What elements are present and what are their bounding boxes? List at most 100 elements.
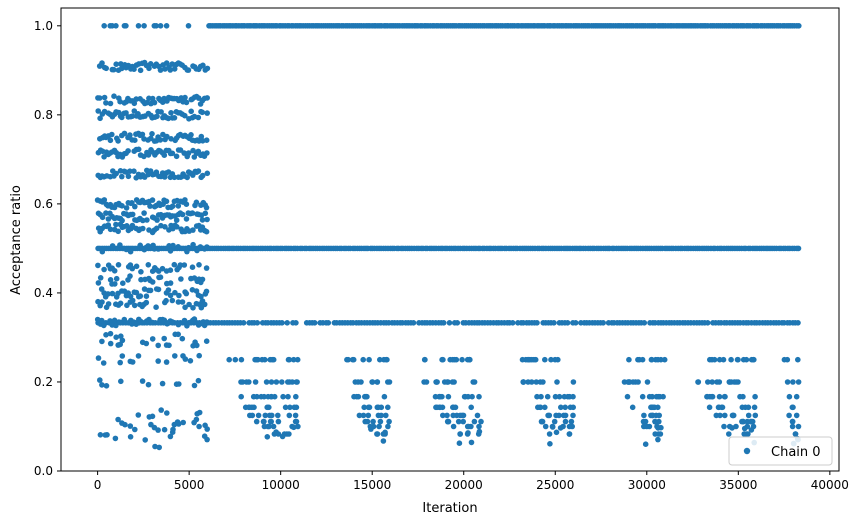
data-point bbox=[157, 23, 164, 29]
data-point bbox=[197, 244, 204, 250]
data-point bbox=[158, 407, 164, 413]
data-point bbox=[171, 174, 178, 181]
data-point bbox=[533, 379, 540, 385]
data-point bbox=[383, 412, 389, 419]
data-point bbox=[600, 320, 606, 326]
data-point bbox=[528, 379, 535, 385]
data-point bbox=[741, 425, 748, 432]
data-point bbox=[121, 316, 128, 323]
data-point bbox=[143, 293, 150, 300]
data-point bbox=[273, 429, 279, 435]
data-point bbox=[141, 23, 147, 29]
data-point bbox=[113, 334, 119, 341]
data-point bbox=[410, 320, 417, 326]
data-point bbox=[447, 356, 454, 363]
data-point bbox=[722, 393, 728, 400]
legend-label-chain-0: Chain 0 bbox=[771, 445, 821, 460]
data-point bbox=[570, 393, 576, 400]
data-point bbox=[345, 356, 352, 363]
data-point bbox=[240, 320, 247, 326]
data-point bbox=[143, 340, 150, 347]
data-point bbox=[153, 225, 160, 232]
data-point bbox=[386, 418, 392, 425]
data-point bbox=[141, 153, 147, 160]
data-point bbox=[465, 430, 471, 436]
data-point bbox=[311, 320, 318, 326]
data-point bbox=[120, 280, 126, 287]
data-point bbox=[129, 200, 135, 206]
data-point bbox=[167, 292, 174, 299]
data-point bbox=[142, 437, 148, 443]
data-point bbox=[198, 133, 205, 140]
data-point bbox=[171, 66, 178, 72]
data-point bbox=[153, 23, 159, 29]
data-point bbox=[202, 422, 208, 429]
data-point bbox=[704, 320, 711, 326]
data-point bbox=[793, 412, 800, 419]
data-point bbox=[151, 424, 158, 431]
data-point bbox=[125, 173, 132, 180]
data-point bbox=[273, 379, 280, 385]
data-point bbox=[135, 353, 142, 359]
data-point bbox=[194, 411, 200, 417]
data-point bbox=[118, 378, 124, 385]
data-point bbox=[135, 412, 142, 418]
data-point bbox=[171, 261, 178, 268]
data-point bbox=[185, 67, 192, 73]
data-point bbox=[183, 216, 190, 222]
data-point bbox=[385, 379, 391, 385]
data-point bbox=[752, 393, 758, 400]
data-point bbox=[196, 262, 202, 268]
data-point bbox=[728, 356, 734, 363]
data-point bbox=[195, 114, 202, 121]
data-point bbox=[201, 433, 208, 440]
data-point bbox=[154, 113, 160, 120]
data-point bbox=[553, 412, 559, 419]
data-point bbox=[137, 67, 144, 74]
data-point bbox=[146, 65, 152, 72]
data-point bbox=[169, 297, 176, 304]
data-point bbox=[103, 383, 110, 389]
data-point bbox=[176, 292, 182, 299]
data-point bbox=[169, 203, 176, 209]
data-point bbox=[129, 113, 136, 119]
data-point bbox=[185, 244, 192, 251]
data-point bbox=[203, 228, 210, 235]
data-point bbox=[789, 423, 796, 430]
data-point bbox=[103, 100, 109, 106]
data-point bbox=[748, 427, 755, 433]
data-point bbox=[275, 412, 281, 419]
data-point bbox=[532, 356, 539, 363]
data-point bbox=[122, 421, 128, 428]
data-point bbox=[529, 356, 535, 363]
data-point bbox=[572, 320, 579, 326]
data-point bbox=[165, 115, 172, 122]
data-point bbox=[105, 301, 112, 307]
data-point bbox=[377, 356, 383, 363]
data-point bbox=[383, 356, 390, 363]
data-point bbox=[101, 23, 107, 29]
data-point bbox=[119, 173, 125, 180]
data-point bbox=[170, 242, 176, 249]
data-point bbox=[186, 301, 192, 308]
data-point bbox=[179, 335, 186, 342]
data-point bbox=[204, 319, 210, 325]
data-point bbox=[433, 404, 439, 411]
data-point bbox=[255, 412, 262, 419]
data-point bbox=[193, 288, 200, 294]
data-point bbox=[378, 404, 385, 411]
legend-box bbox=[728, 436, 833, 466]
data-point bbox=[730, 412, 737, 419]
data-point bbox=[95, 262, 101, 269]
data-point bbox=[112, 281, 118, 287]
data-point bbox=[641, 412, 647, 419]
x-tick-label: 25000 bbox=[536, 478, 574, 492]
data-point bbox=[143, 299, 150, 306]
data-point bbox=[133, 263, 140, 270]
data-point bbox=[789, 418, 796, 425]
data-point bbox=[652, 418, 658, 425]
x-tick-label: 5000 bbox=[174, 478, 205, 492]
data-point bbox=[261, 418, 267, 425]
data-point bbox=[183, 201, 190, 207]
data-point bbox=[113, 275, 120, 282]
